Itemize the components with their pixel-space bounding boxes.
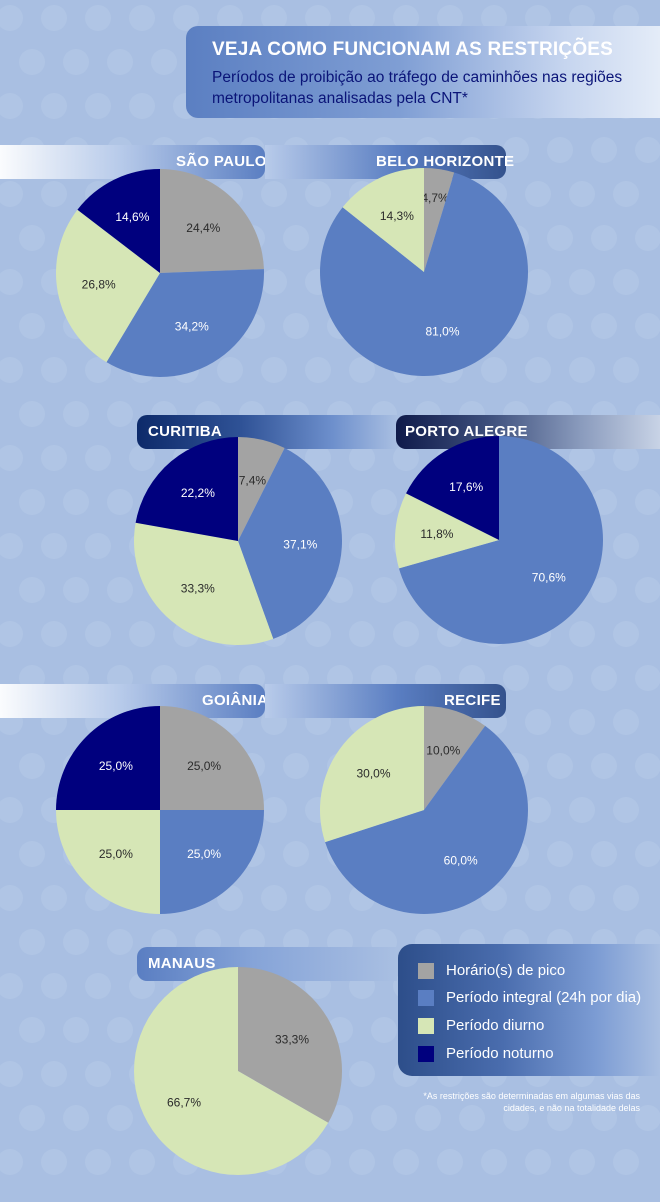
chart-title-curitiba: CURITIBA [148,423,223,440]
chart-title-belo-horizonte: BELO HORIZONTE [376,153,515,170]
chart-title-goiania: GOIÂNIA [202,692,269,709]
legend-swatch-noturno [418,1046,434,1062]
pie-slice-diurno [342,168,424,272]
pie-data-label: 33,3% [275,1033,309,1047]
pie-data-label: 66,7% [167,1095,201,1109]
legend-swatch-diurno [418,1018,434,1034]
pie-data-label: 14,6% [115,210,149,224]
pie-data-label: 22,2% [181,486,215,500]
legend-label-integral: Período integral (24h por dia) [446,989,642,1006]
pie-slice-diurno [134,967,329,1176]
pie-data-label: 14,3% [380,209,414,223]
pie-slice-diurno [319,706,424,843]
pie-data-label: 70,6% [532,571,566,585]
chart-title-sao-paulo: SÃO PAULO [176,153,267,170]
pie-data-label: 25,0% [99,759,133,773]
chart-title-manaus: MANAUS [148,955,216,972]
pie-data-label: 17,6% [449,480,483,494]
pie-slice-noturno [56,706,160,810]
legend: Horário(s) de pico Período integral (24h… [398,944,660,1076]
header-banner: VEJA COMO FUNCIONAM AS RESTRIÇÕES Períod… [186,26,660,118]
pie-slice-noturno [406,436,499,540]
pie-data-label: 25,0% [99,847,133,861]
legend-label-noturno: Período noturno [446,1045,554,1062]
chart-title-recife: RECIFE [444,692,501,709]
pie-slice-pico [160,706,264,810]
pie-data-label: 7,4% [239,473,267,487]
pie-data-label: 10,0% [426,744,460,758]
pie-slice-pico [238,437,285,541]
pie-slice-integral [320,172,529,376]
pie-slice-pico [160,169,264,273]
pie-slice-pico [424,168,455,272]
pie-slice-integral [238,448,342,639]
pie-slice-diurno [134,522,274,645]
legend-swatch-integral [418,990,434,1006]
page-subtitle: Períodos de proibição ao tráfego de cami… [212,69,623,107]
pie-data-label: 33,3% [181,582,215,596]
band-belo-horizonte [265,145,506,179]
pie-slice-diurno [56,810,160,914]
pie-slice-noturno [77,169,160,273]
pie-slice-integral [398,436,604,644]
pie-data-label: 24,4% [186,221,220,235]
pie-data-label: 37,1% [283,538,317,552]
page-title: VEJA COMO FUNCIONAM AS RESTRIÇÕES [212,39,614,60]
pie-slice-noturno [135,437,238,541]
pie-data-label: 11,8% [420,527,453,541]
footnote: *As restrições são determinadas em algum… [423,1091,640,1113]
pie-data-label: 60,0% [444,854,478,868]
pie-data-label: 30,0% [356,766,390,780]
pie-slice-pico [238,967,343,1123]
pie-data-label: 81,0% [425,325,459,339]
pie-slice-integral [106,269,265,377]
legend-swatch-pico [418,963,434,979]
pie-data-label: 25,0% [187,759,221,773]
legend-label-pico: Horário(s) de pico [446,962,566,979]
pie-data-label: 4,7% [421,191,449,205]
pie-data-label: 26,8% [82,278,116,292]
pie-slice-integral [160,810,264,914]
chart-title-porto-alegre: PORTO ALEGRE [405,423,528,440]
pie-slice-diurno [56,209,160,363]
band-recife [265,684,506,718]
pie-data-label: 34,2% [175,320,209,334]
pie-data-label: 25,0% [187,847,221,861]
pie-slice-pico [424,705,486,810]
legend-label-diurno: Período diurno [446,1017,545,1034]
pie-slice-integral [325,725,528,914]
pie-slice-diurno [395,493,499,569]
